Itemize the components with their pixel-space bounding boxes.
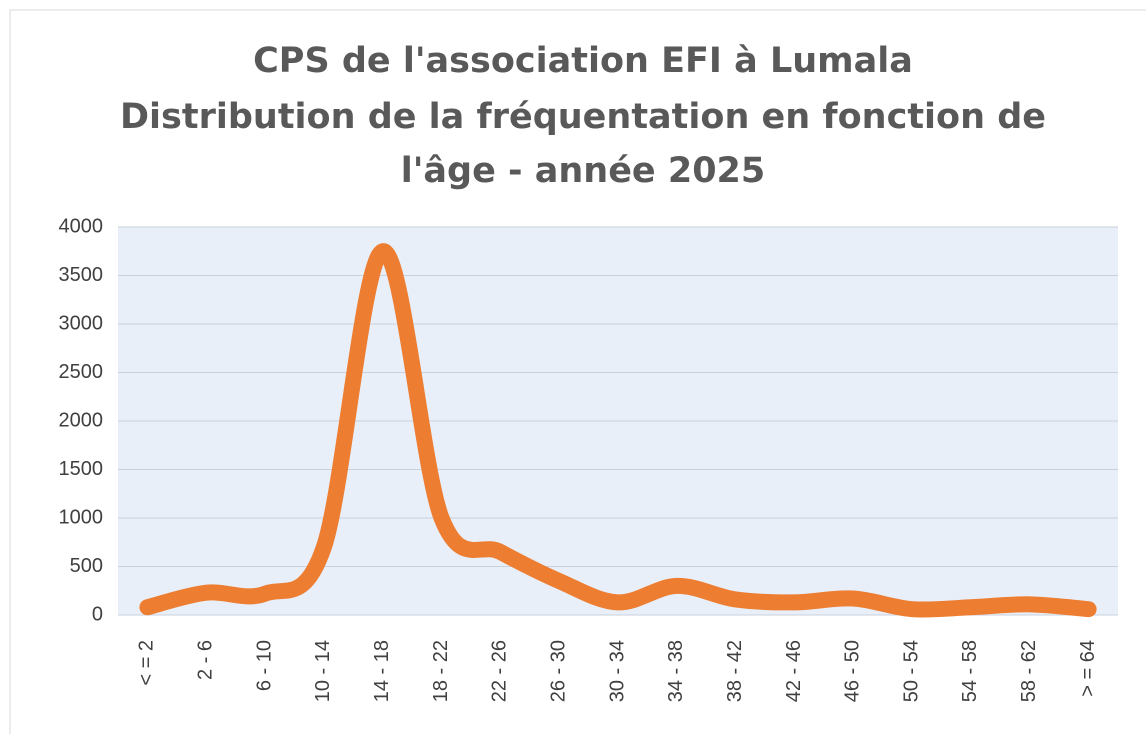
y-tick-label: 500 <box>70 555 103 577</box>
x-tick-label: 10 - 14 <box>312 640 334 702</box>
x-tick-label: 2 - 6 <box>195 640 217 680</box>
y-tick-label: 2000 <box>59 409 104 431</box>
y-tick-label: 2500 <box>59 361 104 383</box>
x-tick-label: 6 - 10 <box>253 640 275 691</box>
x-tick-label: 46 - 50 <box>842 640 864 702</box>
x-tick-label: 50 - 54 <box>900 640 922 702</box>
y-tick-label: 1000 <box>59 506 104 528</box>
x-tick-label: 54 - 58 <box>959 640 981 702</box>
x-tick-label: 34 - 38 <box>665 640 687 702</box>
x-tick-label: > = 64 <box>1077 640 1099 697</box>
y-tick-label: 1500 <box>59 458 104 480</box>
y-tick-label: 4000 <box>59 215 104 237</box>
x-tick-label: 58 - 62 <box>1018 640 1040 702</box>
x-tick-label: 14 - 18 <box>371 640 393 702</box>
x-tick-label: 38 - 42 <box>724 640 746 702</box>
line-series <box>139 243 1097 618</box>
chart-title: CPS de l'association EFI à Lumala <box>253 41 913 81</box>
y-tick-label: 3500 <box>59 264 104 286</box>
y-tick-label: 0 <box>92 603 103 625</box>
chart-title: Distribution de la fréquentation en fonc… <box>120 97 1046 137</box>
x-tick-label: 22 - 26 <box>489 640 511 702</box>
x-tick-label: 26 - 30 <box>547 640 569 702</box>
chart-title: l'âge - année 2025 <box>401 151 766 191</box>
y-tick-label: 3000 <box>59 312 104 334</box>
x-tick-label: 42 - 46 <box>783 640 805 702</box>
x-tick-label: 18 - 22 <box>430 640 452 702</box>
x-tick-label: 30 - 34 <box>606 640 628 702</box>
x-tick-label: < = 2 <box>136 640 158 686</box>
